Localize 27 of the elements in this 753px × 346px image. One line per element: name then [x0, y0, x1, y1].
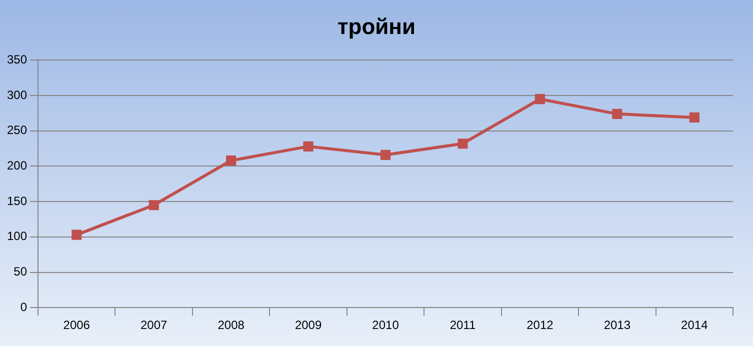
x-tick-label: 2009 [294, 318, 322, 332]
x-tick-label: 2006 [63, 318, 90, 332]
chart-title: тройни [336, 14, 416, 40]
point [689, 112, 700, 122]
y-tick-label: 350 [6, 52, 28, 67]
x-tick-label: 2007 [140, 318, 168, 332]
point [148, 200, 159, 210]
x-tick-label: 2011 [450, 318, 476, 332]
point [226, 156, 236, 166]
x-tick-label: 2012 [526, 318, 554, 332]
point [612, 108, 622, 119]
point [534, 94, 545, 104]
y-tick-label: 200 [6, 158, 28, 173]
y-tick-label: 0 [20, 300, 28, 314]
point [458, 138, 468, 149]
x-tick-label: 2013 [604, 318, 631, 332]
y-tick-label: 50 [14, 264, 28, 279]
point [72, 230, 82, 240]
y-tick-label: 250 [6, 123, 28, 138]
x-tick-label: 2008 [218, 318, 245, 332]
point [380, 150, 391, 160]
x-tick-label: 2014 [681, 318, 708, 332]
x-tick-label: 2010 [372, 318, 400, 332]
y-tick-label: 150 [6, 194, 28, 208]
y-tick-label: 300 [6, 88, 28, 102]
y-tick-label: 100 [6, 229, 28, 244]
point [303, 141, 314, 152]
